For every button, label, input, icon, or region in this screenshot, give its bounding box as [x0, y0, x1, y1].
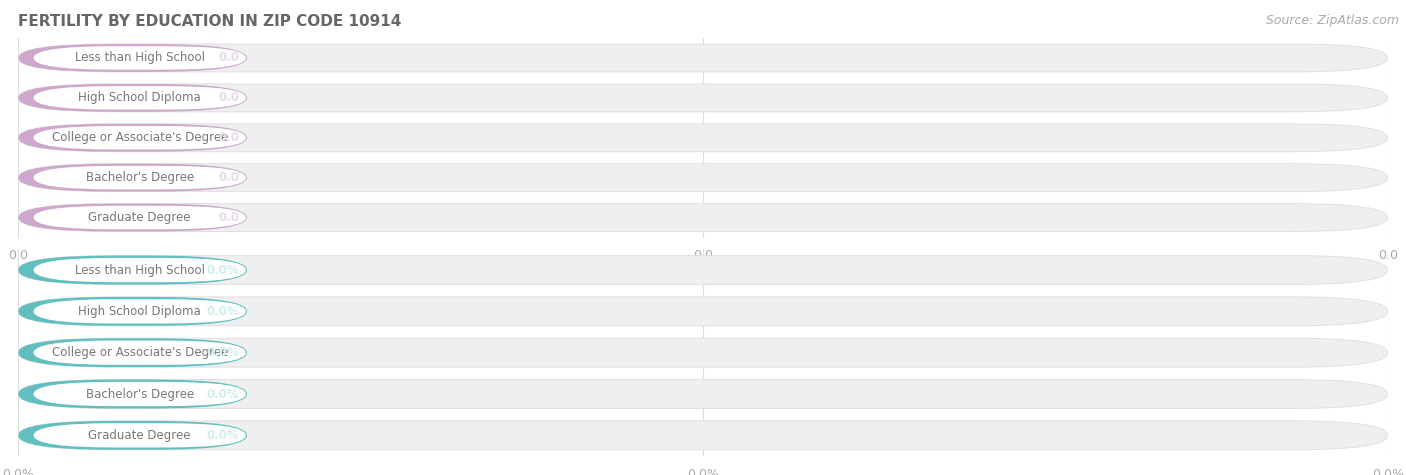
Text: 0.0: 0.0 [693, 249, 713, 263]
Text: 0.0%: 0.0% [207, 305, 239, 318]
FancyBboxPatch shape [34, 341, 246, 365]
Text: FERTILITY BY EDUCATION IN ZIP CODE 10914: FERTILITY BY EDUCATION IN ZIP CODE 10914 [18, 14, 402, 29]
Text: 0.0%: 0.0% [207, 264, 239, 276]
Text: 0.0%: 0.0% [207, 346, 239, 359]
FancyBboxPatch shape [18, 204, 247, 231]
FancyBboxPatch shape [18, 164, 1388, 191]
FancyBboxPatch shape [18, 164, 247, 191]
FancyBboxPatch shape [18, 421, 247, 450]
Text: Less than High School: Less than High School [75, 51, 205, 65]
Text: 0.0: 0.0 [218, 51, 239, 65]
FancyBboxPatch shape [34, 423, 246, 447]
FancyBboxPatch shape [18, 380, 247, 408]
FancyBboxPatch shape [18, 297, 1388, 326]
Text: High School Diploma: High School Diploma [79, 305, 201, 318]
Text: 0.0: 0.0 [8, 249, 28, 263]
Text: College or Associate's Degree: College or Associate's Degree [52, 346, 228, 359]
Text: Source: ZipAtlas.com: Source: ZipAtlas.com [1265, 14, 1399, 27]
Text: 0.0: 0.0 [218, 91, 239, 104]
FancyBboxPatch shape [34, 46, 246, 70]
Text: 0.0: 0.0 [218, 171, 239, 184]
Text: Less than High School: Less than High School [75, 264, 205, 276]
FancyBboxPatch shape [18, 44, 247, 72]
Text: Bachelor's Degree: Bachelor's Degree [86, 388, 194, 400]
FancyBboxPatch shape [34, 299, 246, 323]
Text: 0.0: 0.0 [218, 131, 239, 144]
FancyBboxPatch shape [34, 126, 246, 150]
FancyBboxPatch shape [18, 421, 1388, 450]
FancyBboxPatch shape [34, 382, 246, 406]
Text: Graduate Degree: Graduate Degree [89, 211, 191, 224]
FancyBboxPatch shape [18, 338, 247, 367]
FancyBboxPatch shape [18, 380, 1388, 408]
Text: 0.0%: 0.0% [207, 429, 239, 442]
Text: 0.0: 0.0 [1378, 249, 1398, 263]
Text: 0.0: 0.0 [218, 211, 239, 224]
FancyBboxPatch shape [18, 124, 1388, 152]
FancyBboxPatch shape [18, 84, 1388, 112]
Text: 0.0%: 0.0% [3, 468, 34, 475]
FancyBboxPatch shape [18, 338, 1388, 367]
Text: 0.0%: 0.0% [1372, 468, 1403, 475]
FancyBboxPatch shape [34, 86, 246, 110]
FancyBboxPatch shape [18, 84, 247, 112]
FancyBboxPatch shape [18, 44, 1388, 72]
Text: 0.0%: 0.0% [688, 468, 718, 475]
FancyBboxPatch shape [18, 204, 1388, 231]
FancyBboxPatch shape [34, 258, 246, 282]
Text: College or Associate's Degree: College or Associate's Degree [52, 131, 228, 144]
Text: Bachelor's Degree: Bachelor's Degree [86, 171, 194, 184]
FancyBboxPatch shape [18, 256, 1388, 285]
Text: Graduate Degree: Graduate Degree [89, 429, 191, 442]
Text: High School Diploma: High School Diploma [79, 91, 201, 104]
FancyBboxPatch shape [18, 297, 247, 326]
FancyBboxPatch shape [18, 124, 247, 152]
FancyBboxPatch shape [18, 256, 247, 285]
Text: 0.0%: 0.0% [207, 388, 239, 400]
FancyBboxPatch shape [34, 206, 246, 229]
FancyBboxPatch shape [34, 166, 246, 190]
